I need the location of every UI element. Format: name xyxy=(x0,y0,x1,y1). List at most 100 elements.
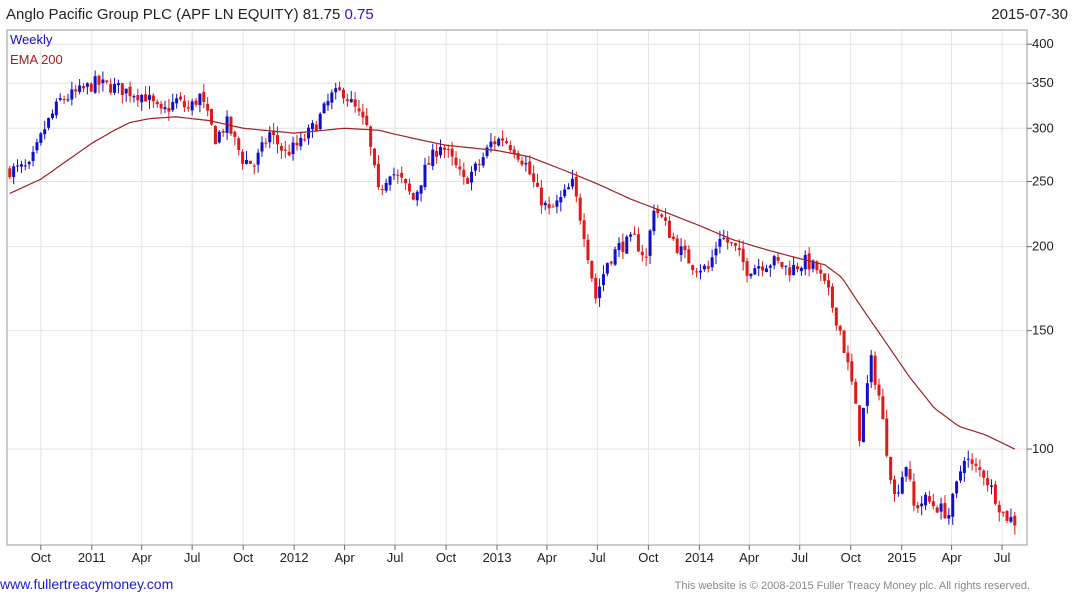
candle-body xyxy=(147,95,151,100)
candle-body xyxy=(970,459,974,464)
candle-body xyxy=(749,273,753,277)
chart-date: 2015-07-30 xyxy=(991,6,1068,23)
candle-body xyxy=(823,273,827,281)
candle-body xyxy=(559,196,563,203)
candle-body xyxy=(217,131,221,143)
candle-body xyxy=(407,183,411,192)
candle-body xyxy=(349,99,353,103)
candle-body xyxy=(338,87,342,91)
candle-body xyxy=(287,151,291,156)
candle-body xyxy=(396,174,400,176)
candle-body xyxy=(283,149,287,151)
candle-body xyxy=(361,111,365,118)
candle-body xyxy=(190,101,194,111)
candle-body xyxy=(120,83,124,96)
candle-body xyxy=(244,160,248,164)
candle-body xyxy=(714,248,718,256)
candle-body xyxy=(675,238,679,253)
candle-body xyxy=(8,168,12,178)
candle-body xyxy=(431,149,435,166)
candle-body xyxy=(19,164,23,167)
candle-body xyxy=(326,101,330,106)
candle-body xyxy=(683,245,687,251)
candle-body xyxy=(939,503,943,512)
candle-body xyxy=(462,169,466,178)
candle-body xyxy=(439,146,442,156)
y-tick-label: 350 xyxy=(1032,75,1054,90)
candle-body xyxy=(978,467,982,471)
candle-body xyxy=(625,236,629,254)
candle-body xyxy=(186,107,190,109)
candle-body xyxy=(621,241,625,252)
candle-body xyxy=(470,171,474,183)
candle-body xyxy=(776,257,780,261)
candle-body xyxy=(74,89,78,92)
candle-body xyxy=(908,469,912,480)
candle-body xyxy=(58,98,62,100)
candle-body xyxy=(1001,511,1005,513)
candle-body xyxy=(555,200,559,207)
candle-body xyxy=(660,214,664,217)
candle-body xyxy=(792,264,796,276)
candle-body xyxy=(310,123,314,130)
candle-body xyxy=(136,95,140,101)
candle-body xyxy=(702,265,706,270)
candle-body xyxy=(341,89,345,99)
candle-body xyxy=(827,280,831,288)
candle-body xyxy=(924,494,928,506)
candle-body xyxy=(656,208,660,213)
candle-body xyxy=(256,152,260,165)
candle-body xyxy=(974,463,978,467)
candle-body xyxy=(291,142,295,155)
candle-body xyxy=(718,238,722,247)
candle-body xyxy=(295,142,299,146)
candle-body xyxy=(105,80,109,83)
candle-body xyxy=(489,141,493,148)
candle-body xyxy=(617,242,621,251)
candle-body xyxy=(532,173,536,183)
candle-body xyxy=(27,161,31,165)
candle-body xyxy=(504,141,508,144)
candle-body xyxy=(838,325,842,331)
candle-body xyxy=(419,185,423,194)
candle-body xyxy=(990,485,994,487)
candle-body xyxy=(788,267,792,276)
candle-body xyxy=(221,131,225,133)
site-link[interactable]: www.fullertreacymoney.com xyxy=(0,576,174,592)
candle-body xyxy=(458,166,462,170)
candle-body xyxy=(958,471,962,481)
candle-body xyxy=(23,165,27,167)
candle-body xyxy=(679,246,683,255)
candle-body xyxy=(912,481,916,506)
x-tick-label: Oct xyxy=(841,550,862,565)
candle-body xyxy=(303,139,307,141)
x-tick-label: Apr xyxy=(739,550,760,565)
candle-body xyxy=(761,266,765,271)
candle-body xyxy=(551,206,555,208)
y-tick-label: 200 xyxy=(1032,239,1054,254)
x-tick-label: 2011 xyxy=(78,550,106,565)
candle-body xyxy=(388,176,392,185)
candle-body xyxy=(54,101,58,116)
candle-body xyxy=(539,187,543,206)
candle-body xyxy=(481,157,485,166)
candle-body xyxy=(881,396,885,420)
candle-body xyxy=(485,147,489,157)
candle-body xyxy=(943,503,947,519)
candle-body xyxy=(376,163,380,188)
candle-body xyxy=(815,261,819,271)
candle-body xyxy=(334,88,338,93)
candle-body xyxy=(446,149,450,151)
candle-body xyxy=(885,418,889,456)
candle-body xyxy=(194,100,198,105)
candle-body xyxy=(927,496,931,502)
candle-body xyxy=(753,268,757,275)
candle-body xyxy=(563,189,567,197)
candle-body xyxy=(648,230,652,256)
candle-body xyxy=(279,146,283,151)
candle-body xyxy=(179,96,183,100)
candle-body xyxy=(691,265,695,271)
candle-body xyxy=(497,138,501,146)
candle-body xyxy=(745,261,749,276)
candle-body xyxy=(796,266,799,270)
